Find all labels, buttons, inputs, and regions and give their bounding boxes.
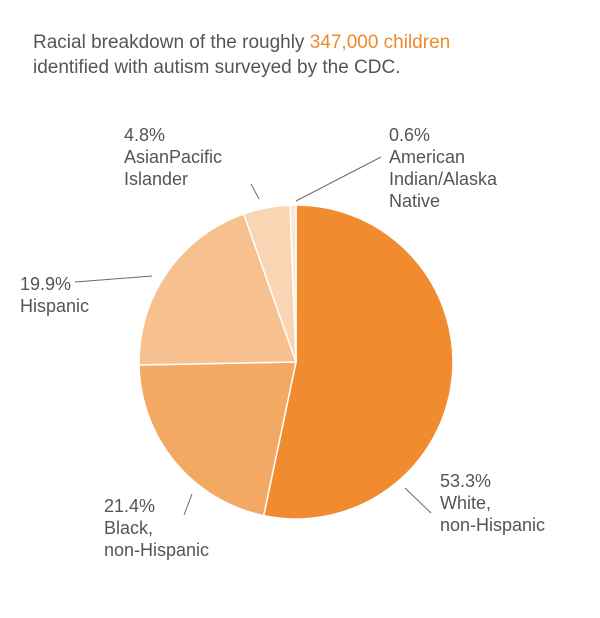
slice-name-label-4-2: Indian/Alaska (389, 169, 498, 189)
slice-pct-label-4: 0.6% (389, 125, 430, 145)
slice-name-label-3-1: AsianPacific (124, 147, 222, 167)
leader-line-4 (295, 156, 382, 202)
leader-line-0 (404, 487, 432, 514)
slice-pct-label-3: 4.8% (124, 125, 165, 145)
slice-name-label-2-1: Hispanic (20, 296, 89, 316)
slice-name-label-0-1: White, (440, 493, 491, 513)
title-highlight: 347,000 children (309, 32, 451, 53)
pie-slice-4 (289, 204, 297, 363)
leader-line-1 (183, 493, 193, 516)
leader-line-2 (74, 275, 153, 283)
slice-labels: 53.3%White,non-Hispanic21.4%Black,non-Hi… (20, 125, 545, 560)
slice-name-label-4-1: American (389, 147, 465, 167)
slice-pct-label-2: 19.9% (20, 274, 71, 294)
slice-name-label-1-2: non-Hispanic (104, 540, 209, 560)
leader-lines (74, 156, 432, 516)
leader-line-3 (250, 183, 260, 200)
slice-pct-label-0: 53.3% (440, 471, 491, 491)
pie-slice-1 (138, 361, 297, 517)
slice-name-label-1-1: Black, (104, 518, 153, 538)
slice-pct-label-1: 21.4% (104, 496, 155, 516)
title-suffix: identified with autism surveyed by the C… (33, 57, 401, 78)
slice-name-label-0-2: non-Hispanic (440, 515, 545, 535)
title-prefix: Racial breakdown of the roughly (33, 32, 310, 53)
slice-name-label-3-2: Islander (124, 169, 188, 189)
pie-slices (138, 204, 454, 520)
pie-slice-0 (262, 204, 454, 520)
slice-name-label-4-3: Native (389, 191, 440, 211)
chart-title: Racial breakdown of the roughly 347,000 … (33, 30, 573, 80)
